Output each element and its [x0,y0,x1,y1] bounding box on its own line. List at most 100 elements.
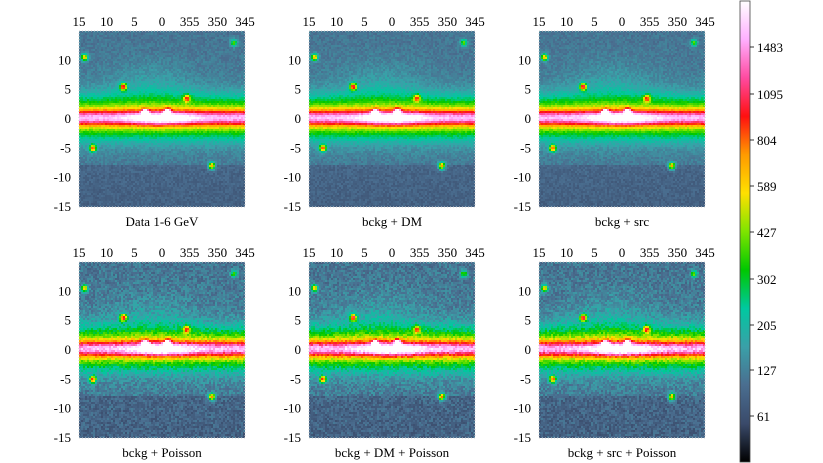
x-tick-label: 10 [560,245,573,260]
x-tick-label: 10 [560,14,573,29]
y-tick-label: 5 [525,82,532,97]
x-tick-label: 5 [131,14,138,29]
x-tick-label: 0 [159,245,166,260]
x-tick-label: 355 [640,14,660,29]
y-tick-label: 10 [518,52,531,67]
y-tick-label: 10 [288,283,301,298]
panel-2: 15 10 5 0 355 350 345 10 5 0 -5 -10 -15 bckg + DM [284,14,485,229]
y-tick-label: -15 [514,430,531,445]
panel-1: 15 10 5 0 355 350 345 10 5 0 -5 -10 -15 Data 1-6 GeV [54,14,255,229]
x-tick-label: 355 [180,14,200,29]
colorbar-tick-label: 1095 [757,87,783,102]
colorbar-gradient [740,1,750,462]
x-tick-label: 345 [695,14,715,29]
colorbar-tick-label: 205 [757,318,777,333]
y-tick-label: -15 [284,199,301,214]
x-tick-label: 345 [465,245,485,260]
y-tick-label: -10 [284,170,301,185]
x-tick-label: 0 [619,14,626,29]
x-tick-label: 15 [533,14,546,29]
x-tick-label: 5 [131,245,138,260]
y-tick-label: -10 [284,401,301,416]
x-tick-label: 350 [208,14,228,29]
y-tick-label: -10 [54,170,71,185]
x-tick-label: 10 [330,14,343,29]
x-tick-label: 0 [159,14,166,29]
x-tick-label: 5 [591,14,598,29]
heatmap-image [539,31,705,207]
x-tick-label: 15 [303,245,316,260]
y-tick-label: 5 [525,313,532,328]
x-tick-label: 355 [410,245,430,260]
colorbar-tick-label: 127 [757,363,777,378]
y-tick-label: 0 [295,342,302,357]
x-tick-label: 345 [235,245,255,260]
y-tick-label: -15 [54,430,71,445]
y-tick-label: -15 [54,199,71,214]
y-tick-label: 5 [295,82,302,97]
y-tick-label: -5 [60,371,71,386]
x-tick-label: 355 [410,14,430,29]
panel-title: bckg + src + Poisson [568,445,677,460]
y-tick-label: 0 [295,111,302,126]
heatmap-image [309,262,475,438]
x-tick-label: 350 [668,14,688,29]
x-tick-label: 355 [180,245,200,260]
y-tick-label: -15 [284,430,301,445]
panel-title: Data 1-6 GeV [126,214,200,229]
x-tick-label: 5 [361,245,368,260]
y-tick-label: -5 [520,140,531,155]
x-tick-label: 15 [533,245,546,260]
panel-3: 15 10 5 0 355 350 345 10 5 0 -5 -10 -15 bckg + src [514,14,715,229]
y-tick-label: 0 [525,342,532,357]
heatmap-image [539,262,705,438]
x-tick-label: 5 [591,245,598,260]
y-tick-label: 10 [58,283,71,298]
panels-group: 15 10 5 0 355 350 345 10 5 0 -5 -10 -15 Data 1-6 GeV 1… [54,14,715,460]
heatmap-image [79,262,245,438]
y-tick-label: -5 [60,140,71,155]
y-tick-label: -10 [514,401,531,416]
x-tick-label: 355 [640,245,660,260]
x-tick-label: 5 [361,14,368,29]
colorbar-tick-label: 61 [757,409,770,424]
heatmap-image [79,31,245,207]
x-tick-label: 10 [100,245,113,260]
x-tick-label: 0 [389,14,396,29]
y-tick-label: 5 [65,82,72,97]
colorbar-tick-label: 804 [757,133,777,148]
colorbar-tick-label: 427 [757,225,777,240]
panel-title: bckg + DM [362,214,422,229]
panel-title: bckg + src [595,214,649,229]
x-tick-label: 15 [303,14,316,29]
heatmap-image [309,31,475,207]
colorbar: 1483 1095 804 589 427 302 205 127 61 [739,0,783,463]
y-tick-label: 0 [525,111,532,126]
y-tick-label: 5 [65,313,72,328]
x-tick-label: 10 [330,245,343,260]
x-tick-label: 345 [465,14,485,29]
x-tick-label: 345 [695,245,715,260]
x-tick-label: 0 [389,245,396,260]
y-tick-label: 10 [518,283,531,298]
x-tick-label: 350 [668,245,688,260]
panel-4: 15 10 5 0 355 350 345 10 5 0 -5 -10 -15 bckg + Poisso… [54,245,255,460]
panel-5: 15 10 5 0 355 350 345 10 5 0 -5 -10 -15 bckg + DM + P… [284,245,485,460]
x-tick-label: 15 [73,245,86,260]
panel-6: 15 10 5 0 355 350 345 10 5 0 -5 -10 -15 bckg + src + … [514,245,715,460]
x-tick-label: 350 [438,14,458,29]
y-tick-label: -5 [520,371,531,386]
y-tick-label: 5 [295,313,302,328]
x-tick-label: 350 [438,245,458,260]
panel-title: bckg + DM + Poisson [335,445,450,460]
y-tick-label: -15 [514,199,531,214]
y-tick-label: -5 [290,140,301,155]
panel-title: bckg + Poisson [122,445,202,460]
x-tick-label: 10 [100,14,113,29]
y-tick-label: 10 [288,52,301,67]
x-tick-label: 350 [208,245,228,260]
colorbar-tick-label: 302 [757,272,777,287]
y-tick-label: -10 [514,170,531,185]
x-tick-label: 0 [619,245,626,260]
